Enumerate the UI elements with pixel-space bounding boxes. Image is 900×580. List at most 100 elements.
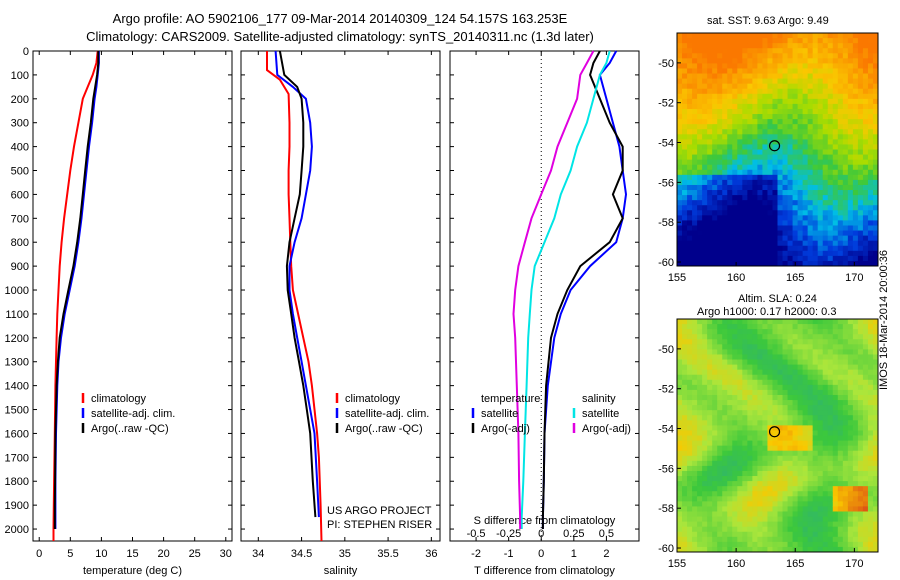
map-cell xyxy=(827,129,834,135)
map-cell xyxy=(857,129,864,135)
map-cell xyxy=(822,425,829,431)
map-cell xyxy=(857,491,864,497)
map-cell xyxy=(837,43,844,49)
map-cell xyxy=(862,195,869,201)
map-cell xyxy=(767,476,773,482)
map-cell xyxy=(817,546,824,553)
map-cell xyxy=(787,339,794,345)
map-cell xyxy=(717,435,723,442)
map-cell xyxy=(817,48,824,54)
map-cell xyxy=(707,516,713,523)
map-cell xyxy=(727,169,733,176)
map-cell xyxy=(807,526,814,533)
map-cell xyxy=(872,481,879,487)
map-cell xyxy=(772,364,779,371)
map-cell xyxy=(762,430,768,436)
map-cell xyxy=(687,63,693,69)
map-cell xyxy=(842,108,849,115)
map-cell xyxy=(782,536,789,543)
map-cell xyxy=(817,139,824,145)
map-cell xyxy=(782,384,789,391)
map-cell xyxy=(712,33,718,39)
map-cell xyxy=(752,255,758,262)
map-cell xyxy=(822,73,829,80)
map-cell xyxy=(857,536,864,543)
map-cell xyxy=(747,108,753,115)
map-cell xyxy=(752,374,758,381)
map-cell xyxy=(817,349,824,355)
map-cell xyxy=(847,205,854,211)
map-cell xyxy=(717,114,723,120)
map-cell xyxy=(812,68,819,75)
map-cell xyxy=(772,476,779,482)
map-cell xyxy=(862,506,869,512)
map-cell xyxy=(732,516,738,523)
map-cell xyxy=(687,516,693,523)
map-cell xyxy=(677,521,683,528)
map-cell xyxy=(812,225,819,232)
map-cell xyxy=(692,134,698,140)
map-cell xyxy=(807,215,814,221)
map-cell xyxy=(687,159,693,166)
map-cell xyxy=(842,220,849,226)
map-cell xyxy=(737,220,743,226)
map-cell xyxy=(777,324,784,330)
map-cell xyxy=(872,359,879,366)
map-cell xyxy=(757,334,763,340)
map-cell xyxy=(757,220,763,226)
map-cell xyxy=(762,496,768,502)
map-cell xyxy=(862,230,869,237)
map-cell xyxy=(762,103,768,110)
map-cell xyxy=(702,250,708,257)
map-cell xyxy=(682,329,688,335)
map-cell xyxy=(777,98,784,105)
map-cell xyxy=(812,384,819,391)
map-cell xyxy=(727,369,733,376)
map-cell xyxy=(752,445,758,452)
map-cell xyxy=(697,184,703,191)
map-cell xyxy=(697,359,703,366)
map-cell xyxy=(857,139,864,145)
map-cell xyxy=(727,435,733,442)
map-cell xyxy=(707,124,713,130)
map-cell xyxy=(777,364,784,371)
map-cell xyxy=(862,476,869,482)
map-cell xyxy=(702,88,708,95)
map-cell xyxy=(852,430,859,436)
map-cell xyxy=(702,379,708,386)
map-cell xyxy=(742,384,748,391)
map-cell xyxy=(832,384,839,391)
map-cell xyxy=(852,205,859,211)
map-cell xyxy=(752,379,758,386)
map-cell xyxy=(777,164,784,171)
map-cell xyxy=(752,410,758,416)
map-cell xyxy=(852,359,859,366)
map-cell xyxy=(852,319,859,325)
map-cell xyxy=(692,506,698,512)
map-cell xyxy=(757,324,763,330)
map-cell xyxy=(757,450,763,457)
map-cell xyxy=(872,536,879,543)
map-cell xyxy=(737,501,743,507)
map-cell xyxy=(722,48,728,54)
map-cell xyxy=(722,359,728,366)
map-cell xyxy=(812,215,819,221)
map-cell xyxy=(742,415,748,421)
map-cell xyxy=(797,425,804,431)
map-cell xyxy=(797,516,804,523)
map-cell xyxy=(712,220,718,226)
map-cell xyxy=(832,88,839,95)
map-cell xyxy=(682,425,688,431)
map-cell xyxy=(872,425,879,431)
map-cell xyxy=(817,516,824,523)
map-cell xyxy=(812,329,819,335)
map-cell xyxy=(837,430,844,436)
map-cell xyxy=(752,420,758,426)
map-cell xyxy=(747,526,753,533)
map-cell xyxy=(712,174,718,181)
map-cell xyxy=(797,410,804,416)
map-cell xyxy=(827,200,834,206)
map-cell xyxy=(862,384,869,391)
map-cell xyxy=(722,536,728,543)
map-cell xyxy=(847,63,854,69)
